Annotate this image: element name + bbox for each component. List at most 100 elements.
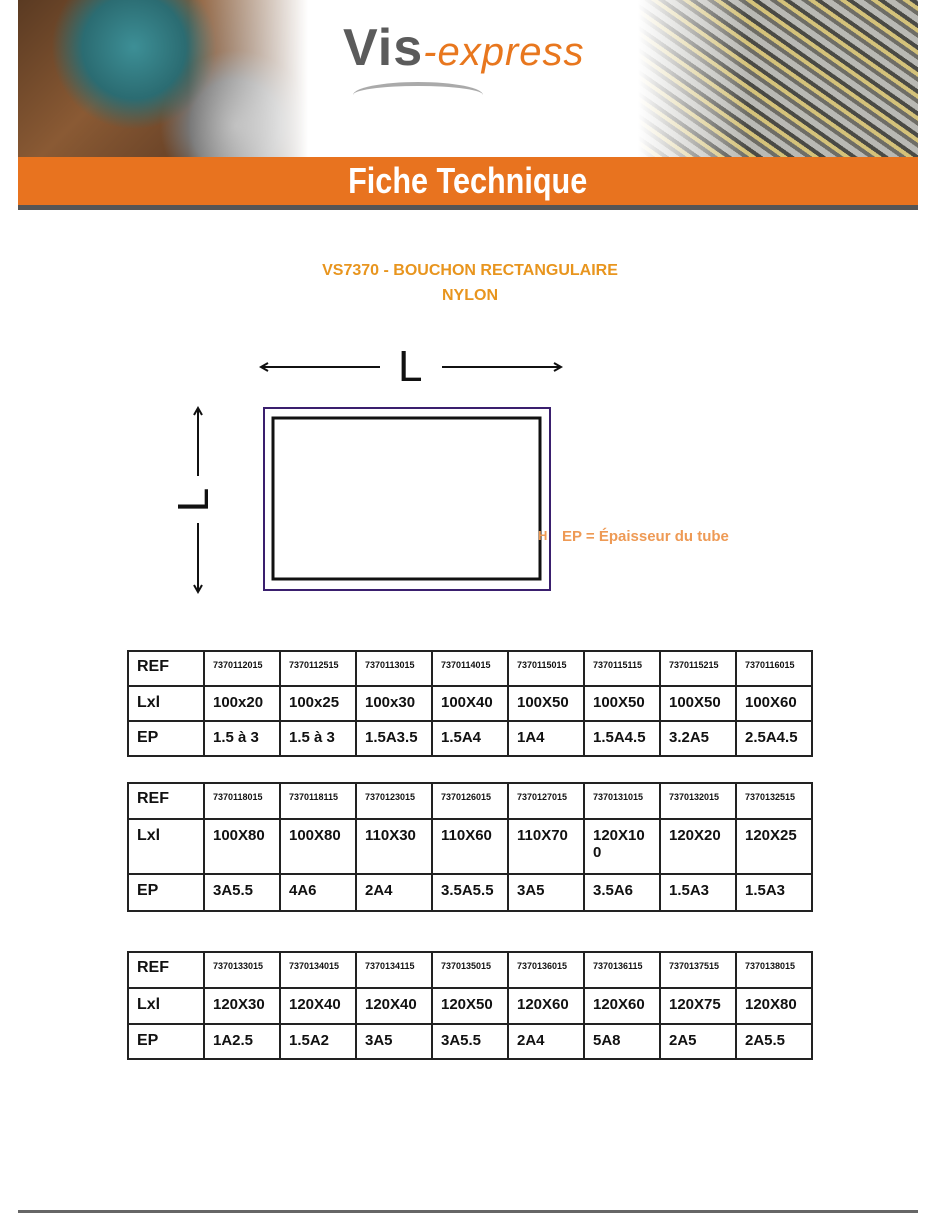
cell-ref: 7370116015 [735, 650, 813, 687]
cell-ref: 7370134015 [279, 951, 357, 989]
cell-dim: 110X70 [507, 818, 585, 875]
cell-ep: 3A5 [355, 1023, 433, 1060]
cell-ep: 1.5 à 3 [203, 720, 281, 757]
row-label: REF [127, 782, 205, 820]
row-label: Lxl [127, 818, 205, 875]
cell-ref: 7370115015 [507, 650, 585, 687]
cell-ep: 1.5A3 [735, 873, 813, 912]
cell-ep: 2A5 [659, 1023, 737, 1060]
cell-dim: 120X25 [735, 818, 813, 875]
cell-ep: 1.5A3 [659, 873, 737, 912]
tube-inner-rect [271, 416, 542, 581]
cell-ep: 1.5A4 [431, 720, 509, 757]
cell-ep: 2A5.5 [735, 1023, 813, 1060]
length-label: L [398, 342, 423, 391]
cell-ep: 1.5A3.5 [355, 720, 433, 757]
cell-ref: 7370112515 [279, 650, 357, 687]
cell-ref: 7370136115 [583, 951, 661, 989]
cell-dim: 120X60 [583, 987, 661, 1025]
cell-ref: 7370123015 [355, 782, 433, 820]
cell-ref: 7370127015 [507, 782, 585, 820]
cell-ref: 7370112015 [203, 650, 281, 687]
dimension-diagram [0, 0, 940, 620]
header-banner: Vis-express Fiche Technique [18, 0, 918, 210]
cell-ref: 7370134115 [355, 951, 433, 989]
cell-ep: 4A6 [279, 873, 357, 912]
cell-ep: 3.5A6 [583, 873, 661, 912]
cell-ep: 2A4 [355, 873, 433, 912]
cell-ref: 7370126015 [431, 782, 509, 820]
cell-ep: 3A5 [507, 873, 585, 912]
logo-swoosh [353, 82, 483, 108]
cell-dim: 100X50 [507, 685, 585, 722]
cell-ref: 7370133015 [203, 951, 281, 989]
cell-ep: 3.5A5.5 [431, 873, 509, 912]
table-row-dim: Lxl 100X80 100X80 110X30 110X60 110X70 120X100… [127, 818, 813, 875]
cell-dim: 120X75 [659, 987, 737, 1025]
brand-logo: Vis-express [343, 18, 585, 78]
cell-ref: 7370114015 [431, 650, 509, 687]
table-row-ep: EP 1.5 à 3 1.5 à 3 1.5A3.5 1.5A4 1A4 1.5A4.5 3.… [127, 720, 813, 757]
cell-dim: 100x20 [203, 685, 281, 722]
cell-dim: 120X50 [431, 987, 509, 1025]
cell-dim: 120X40 [355, 987, 433, 1025]
cell-dim: 100X40 [431, 685, 509, 722]
table-row-dim: Lxl 100x20 100x25 100x30 100X40 100X50 100X50 1… [127, 685, 813, 722]
row-label: REF [127, 951, 205, 989]
cell-ref: 7370132515 [735, 782, 813, 820]
banner-divider [18, 205, 918, 210]
row-label: Lxl [127, 685, 205, 722]
tube-outer-rect [263, 407, 551, 591]
cell-ep: 2A4 [507, 1023, 585, 1060]
cell-dim: 100X80 [203, 818, 281, 875]
row-label: EP [127, 720, 205, 757]
cell-ref: 7370115215 [659, 650, 737, 687]
cell-dim: 120X60 [507, 987, 585, 1025]
cell-ep: 1.5A4.5 [583, 720, 661, 757]
ep-legend: EP = Épaisseur du tube [562, 528, 729, 545]
cell-ref: 7370135015 [431, 951, 509, 989]
ep-marker: H [538, 528, 548, 543]
row-label: REF [127, 650, 205, 687]
cell-dim: 100X50 [659, 685, 737, 722]
product-material: NYLON [442, 287, 498, 304]
cell-dim: 100x30 [355, 685, 433, 722]
cell-ref: 7370132015 [659, 782, 737, 820]
cell-ep: 3A5.5 [203, 873, 281, 912]
cell-ep: 3.2A5 [659, 720, 737, 757]
row-label: Lxl [127, 987, 205, 1025]
workshop-photo [18, 0, 308, 157]
cell-dim: 120X30 [203, 987, 281, 1025]
cell-ep: 2.5A4.5 [735, 720, 813, 757]
logo-main: Vis [343, 19, 424, 77]
table-row-ep: EP 3A5.5 4A6 2A4 3.5A5.5 3A5 3.5A6 1.5A3 1.5A3 [127, 873, 813, 912]
cell-dim: 120X80 [735, 987, 813, 1025]
cell-ref: 7370137515 [659, 951, 737, 989]
spec-table-1: REF 7370112015 7370112515 7370113015 7370114… [127, 650, 813, 757]
cell-ref: 7370118015 [203, 782, 281, 820]
screws-photo [638, 0, 918, 157]
cell-dim: 120X40 [279, 987, 357, 1025]
cell-ep: 5A8 [583, 1023, 661, 1060]
cell-dim: 110X60 [431, 818, 509, 875]
cell-ref: 7370136015 [507, 951, 585, 989]
table-row-ep: EP 1A2.5 1.5A2 3A5 3A5.5 2A4 5A8 2A5 2A5.5 [127, 1023, 813, 1060]
cell-dim: 100x25 [279, 685, 357, 722]
cell-ref: 7370131015 [583, 782, 661, 820]
spec-table-3: REF 7370133015 7370134015 7370134115 7370135… [127, 951, 813, 1060]
table-row-ref: REF 7370118015 7370118115 7370123015 7370126… [127, 782, 813, 820]
width-label: L [169, 487, 219, 513]
cell-ref: 7370113015 [355, 650, 433, 687]
spec-table-2: REF 7370118015 7370118115 7370123015 7370126… [127, 782, 813, 912]
table-row-ref: REF 7370133015 7370134015 7370134115 7370135… [127, 951, 813, 989]
cell-dim: 100X60 [735, 685, 813, 722]
cell-ref: 7370115115 [583, 650, 661, 687]
cell-dim: 120X20 [659, 818, 737, 875]
cell-dim: 120X100 [583, 818, 661, 875]
cell-ep: 1A4 [507, 720, 585, 757]
banner-title: Fiche Technique [348, 160, 588, 201]
cell-ep: 1A2.5 [203, 1023, 281, 1060]
row-label: EP [127, 1023, 205, 1060]
table-row-dim: Lxl 120X30 120X40 120X40 120X50 120X60 120X60 1… [127, 987, 813, 1025]
cell-dim: 100X50 [583, 685, 661, 722]
